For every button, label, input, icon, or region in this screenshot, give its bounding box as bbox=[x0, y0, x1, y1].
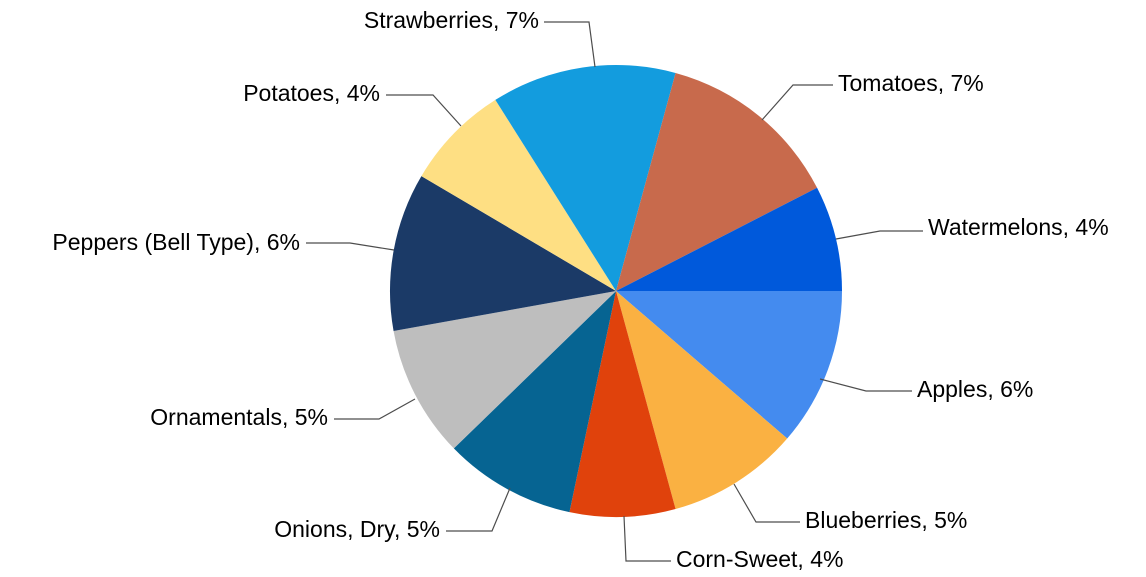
data-label-watermelons: Watermelons, 4% bbox=[928, 214, 1109, 240]
pie-slice-blueberries bbox=[616, 291, 788, 510]
data-label-blueberries: Blueberries, 5% bbox=[805, 507, 967, 533]
pie-slice-onions-dry bbox=[453, 291, 616, 513]
leader-line-apples bbox=[819, 378, 912, 392]
data-label-ornamentals: Ornamentals, 5% bbox=[150, 404, 328, 430]
data-label-tomatoes: Tomatoes, 7% bbox=[838, 70, 984, 96]
data-label-strawberries: Strawberries, 7% bbox=[364, 7, 539, 33]
leader-line-tomatoes bbox=[761, 84, 833, 121]
leader-line-blueberries bbox=[733, 483, 800, 523]
pie-slice-ornamentals bbox=[393, 291, 616, 449]
pie-slice-apples bbox=[616, 291, 842, 439]
pie-slice-watermelons bbox=[616, 187, 842, 291]
data-labels: Apples, 6% Blueberries, 5% Corn-Sweet, 4% O… bbox=[52, 7, 1108, 572]
data-label-corn-sweet: Corn-Sweet, 4% bbox=[676, 546, 843, 572]
pie-slice-peppers-bell-type bbox=[389, 176, 616, 331]
pie-slice-strawberries bbox=[495, 65, 676, 292]
leader-lines bbox=[306, 21, 923, 562]
leader-line-peppers-bell-type bbox=[306, 242, 395, 251]
leader-line-corn-sweet bbox=[623, 515, 671, 562]
leader-line-ornamentals bbox=[334, 398, 416, 420]
leader-line-watermelons bbox=[835, 230, 923, 240]
leader-line-potatoes bbox=[386, 94, 462, 127]
data-label-potatoes: Potatoes, 4% bbox=[243, 80, 380, 106]
pie-slice-corn-sweet bbox=[569, 291, 676, 517]
data-label-onions-dry: Onions, Dry, 5% bbox=[274, 516, 440, 542]
leader-line-strawberries bbox=[544, 21, 596, 68]
pie-slices bbox=[389, 65, 842, 517]
data-label-peppers-bell-type: Peppers (Bell Type), 6% bbox=[52, 229, 300, 255]
pie-slice-tomatoes bbox=[616, 72, 818, 292]
leader-line-onions-dry bbox=[446, 487, 511, 532]
pie-slice-potatoes bbox=[421, 99, 616, 292]
data-label-apples: Apples, 6% bbox=[917, 376, 1033, 402]
